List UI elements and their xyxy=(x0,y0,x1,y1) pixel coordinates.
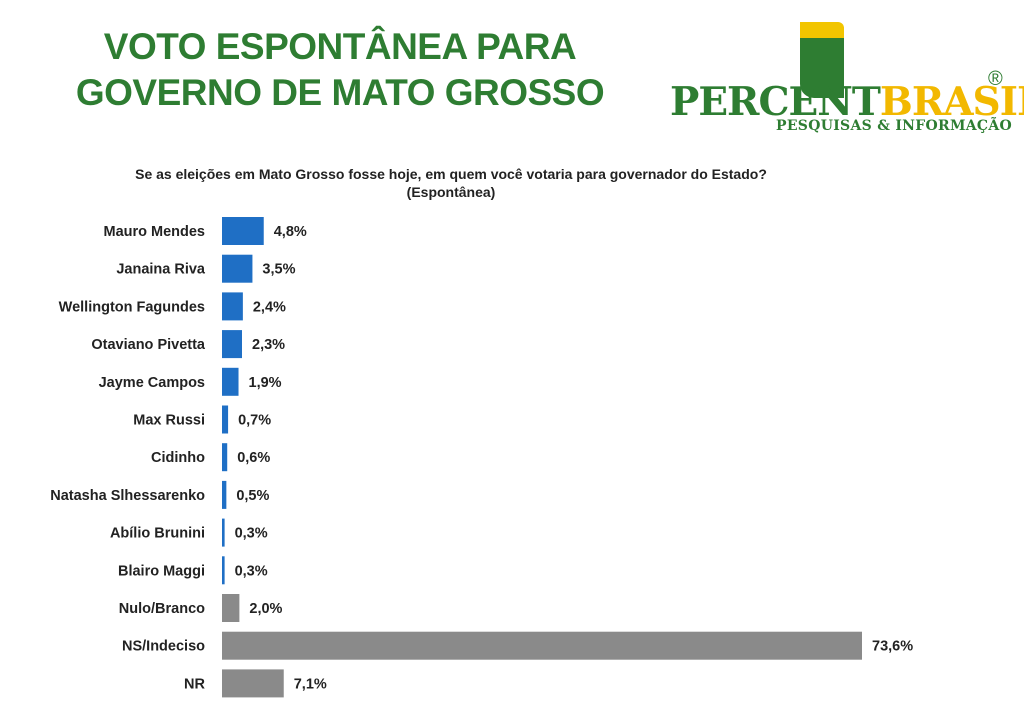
chart-title: VOTO ESPONTÂNEA PARA GOVERNO DE MATO GRO… xyxy=(60,24,620,116)
value-label: 3,5% xyxy=(262,262,295,278)
category-label: Janaina Riva xyxy=(116,262,206,278)
value-label: 0,7% xyxy=(238,413,271,429)
value-label: 2,0% xyxy=(249,601,282,617)
title-line-2: GOVERNO DE MATO GROSSO xyxy=(75,72,605,113)
category-label: Cidinho xyxy=(151,450,205,466)
value-label: 0,6% xyxy=(237,450,270,466)
category-label: Blairo Maggi xyxy=(118,563,205,579)
survey-question: Se as eleições em Mato Grosso fosse hoje… xyxy=(0,165,902,201)
category-label: Natasha Slhessarenko xyxy=(50,488,205,504)
logo-flag-icon xyxy=(800,22,844,98)
bar xyxy=(222,292,243,321)
bar xyxy=(222,669,284,698)
bar xyxy=(222,556,225,585)
logo-word-percent: PERCENT xyxy=(670,79,881,125)
bar xyxy=(222,254,253,283)
bar xyxy=(222,405,229,434)
value-label: 0,5% xyxy=(236,488,269,504)
bar xyxy=(222,518,225,547)
value-label: 1,9% xyxy=(249,375,282,391)
bar xyxy=(222,330,242,359)
question-line-1: Se as eleições em Mato Grosso fosse hoje… xyxy=(135,166,767,182)
category-label: Abílio Brunini xyxy=(110,526,205,542)
value-label: 4,8% xyxy=(274,224,307,240)
category-label: NS/Indeciso xyxy=(122,639,205,655)
value-label: 7,1% xyxy=(294,676,327,692)
value-label: 73,6% xyxy=(872,639,913,655)
registered-mark: ® xyxy=(988,68,1003,90)
category-label: Mauro Mendes xyxy=(103,224,205,240)
logo-tagline: PESQUISAS & INFORMAÇÃO xyxy=(776,118,1013,134)
title-line-1: VOTO ESPONTÂNEA PARA xyxy=(103,26,577,67)
category-label: Jayme Campos xyxy=(99,375,205,391)
value-label: 0,3% xyxy=(235,526,268,542)
question-line-2: (Espontânea) xyxy=(406,184,496,200)
category-label: Max Russi xyxy=(133,413,205,429)
category-label: NR xyxy=(184,676,205,692)
category-label: Wellington Fagundes xyxy=(59,299,205,315)
value-label: 2,3% xyxy=(252,337,285,353)
bar xyxy=(222,594,240,622)
value-label: 2,4% xyxy=(253,299,286,315)
category-label: Nulo/Branco xyxy=(119,601,205,617)
bar xyxy=(222,367,239,396)
bar xyxy=(222,217,264,245)
percentbrasil-logo: PERCENTBRASIL ® PESQUISAS & INFORMAÇÃO xyxy=(670,18,1024,143)
logo-wordmark: PERCENTBRASIL xyxy=(670,80,1024,124)
logo-word-brasil: BRASIL xyxy=(879,79,1024,125)
bar xyxy=(222,480,227,509)
value-label: 0,3% xyxy=(235,563,268,579)
bar xyxy=(222,631,862,660)
category-label: Otaviano Pivetta xyxy=(91,337,206,353)
bar xyxy=(222,443,228,472)
